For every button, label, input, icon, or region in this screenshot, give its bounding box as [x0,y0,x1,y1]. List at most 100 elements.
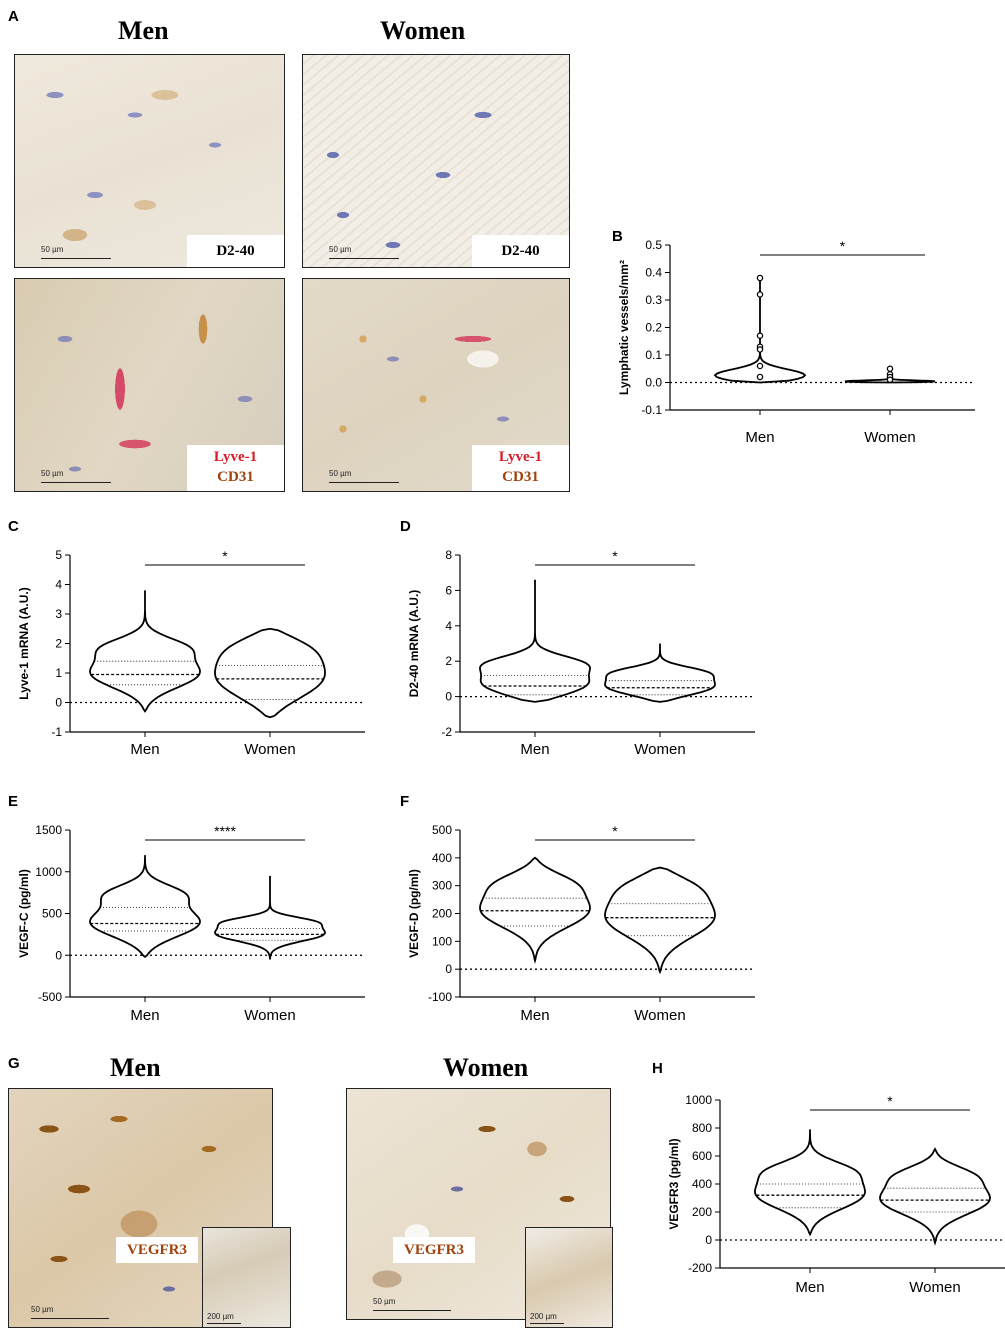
scale-bar-label: 200 µm [207,1312,234,1321]
violin-men [479,579,591,703]
stain-label-lyve1-cd31-men: Lyve-1 CD31 [187,445,284,491]
y-tick-label: 500 [432,823,452,837]
stain-label-vegfr3-women: VEGFR3 [393,1237,475,1263]
data-point [756,332,764,340]
y-tick-label: 8 [445,548,452,562]
y-axis-label: VEGFR3 (pg/ml) [667,1138,681,1229]
stain-label-cd31-women: CD31 [502,469,539,485]
scale-bar-label: 50 µm [41,469,64,478]
y-tick-label: -500 [38,990,62,1004]
x-tick-label: Women [864,429,915,446]
violin-men [89,855,201,959]
panel-letter-c: C [8,518,19,535]
scale-bar-label: 50 µm [373,1297,396,1306]
y-tick-label: 400 [432,851,452,865]
scale-bar-label: 200 µm [530,1312,557,1321]
significance-label: * [887,1093,893,1109]
stain-label-lyve1-cd31-women: Lyve-1 CD31 [472,445,569,491]
y-tick-label: 800 [692,1121,712,1135]
panel-a-title-women: Women [380,16,466,45]
x-tick-label: Women [634,741,685,758]
scale-bar-men-vegfr3: 50 µm [31,1305,109,1319]
y-tick-label: 0.3 [645,293,662,307]
stain-label-d2-40-women-text: D2-40 [501,243,540,259]
violin-men [479,856,591,964]
panel-letter-b: B [612,228,623,245]
micrograph-women-vegfr3-inset: 200 µm [525,1227,613,1328]
scale-bar-men-inset: 200 µm [207,1312,241,1324]
y-axis-label: D2-40 mRNA (A.U.) [407,590,421,698]
y-axis-label: VEGF-D (pg/ml) [407,869,421,958]
scale-bar-label: 50 µm [31,1305,54,1314]
panel-letter-a: A [8,8,19,25]
scale-bar-women-inset: 200 µm [530,1312,564,1324]
stain-label-vegfr3-men: VEGFR3 [116,1237,198,1263]
y-tick-label: 500 [42,907,62,921]
scale-bar-women-vegfr3: 50 µm [373,1297,451,1311]
y-tick-label: -2 [441,725,452,739]
scale-bar-label: 50 µm [329,245,352,254]
violin-men [754,1129,866,1237]
violin-men [89,590,201,713]
x-tick-label: Men [520,1007,549,1024]
y-tick-label: 0 [445,962,452,976]
stain-label-cd31-men: CD31 [217,469,254,485]
x-tick-label: Men [130,741,159,758]
y-tick-label: 400 [692,1177,712,1191]
panel-g-title-men: Men [110,1053,161,1082]
y-tick-label: 4 [55,578,62,592]
violin-women [879,1147,991,1246]
micrograph-women-lyve1-cd31: Lyve-1 CD31 50 µm [302,278,570,492]
y-tick-label: 4 [445,619,452,633]
y-tick-label: 0 [55,696,62,710]
y-tick-label: 0 [55,948,62,962]
stain-label-lyve1-women: Lyve-1 [498,449,543,465]
panel-letter-e: E [8,793,19,810]
violin-women [604,866,716,975]
y-tick-label: 300 [432,879,452,893]
significance-label: * [840,238,846,254]
stain-label-d2-40-women: D2-40 [472,235,569,267]
significance-label: **** [214,823,236,839]
micrograph-men-vegfr3-inset: 200 µm [202,1227,291,1328]
y-tick-label: 1500 [35,823,62,837]
micrograph-men-vegfr3: VEGFR3 50 µm [8,1088,273,1328]
y-tick-label: 0.1 [645,348,662,362]
panel-letter-h: H [652,1060,663,1077]
x-tick-label: Men [795,1279,824,1296]
y-tick-label: 1000 [685,1093,712,1107]
chart-c: -1 0 1 2 3 4 5 Men Women Lyve-1 mRNA (A.U.) * [17,548,365,758]
y-tick-label: 600 [692,1149,712,1163]
chart-e: -500 0 500 1000 1500 Men Women VEGF-C (pg/ml) **… [17,823,365,1024]
stain-label-d2-40-men-text: D2-40 [216,243,255,259]
violin-women [214,875,326,960]
data-point [756,373,764,381]
y-tick-label: 100 [432,934,452,948]
y-tick-label: 2 [445,654,452,668]
significance-label: * [612,548,618,564]
chart-f: -100 0 100 200 300 400 500 Men Women VEGF-D (pg/m… [407,823,755,1024]
y-tick-label: 0.0 [645,376,662,390]
scale-bar-men-top: 50 µm [41,245,111,259]
panel-letter-d: D [400,518,411,535]
y-axis-label: VEGF-C (pg/ml) [17,869,31,958]
y-tick-label: -100 [428,990,452,1004]
significance-label: * [612,823,618,839]
data-point [756,346,764,353]
x-tick-label: Men [130,1007,159,1024]
panel-a-title-men: Men [118,16,169,45]
panel-letter-g: G [8,1055,20,1072]
y-tick-label: 0.4 [645,266,662,280]
micrograph-men-lyve1-cd31: Lyve-1 CD31 50 µm [14,278,285,492]
y-tick-label: 0 [705,1233,712,1247]
data-point [756,274,764,282]
scale-bar-women-bottom: 50 µm [329,469,399,483]
y-tick-label: 1000 [35,865,62,879]
y-tick-label: 200 [692,1205,712,1219]
y-tick-label: 3 [55,607,62,621]
stain-label-d2-40-men: D2-40 [187,235,284,267]
significance-label: * [222,548,228,564]
y-tick-label: -0.1 [641,403,662,417]
y-tick-label: -200 [688,1261,712,1275]
y-tick-label: 5 [55,548,62,562]
